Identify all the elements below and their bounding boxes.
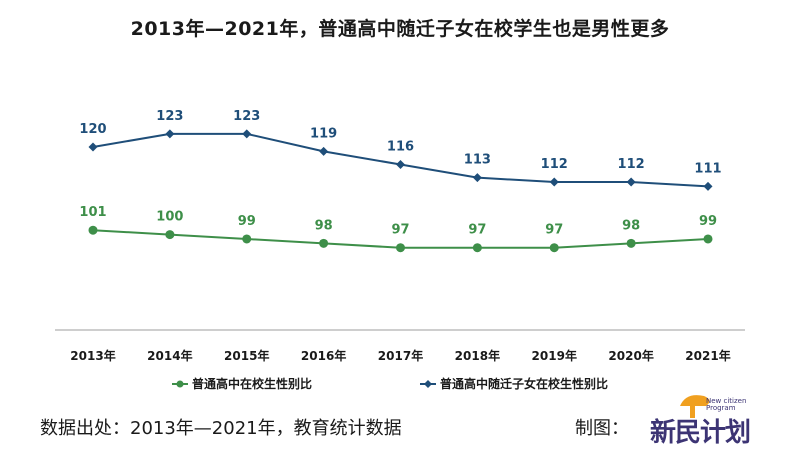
data-label: 123 bbox=[156, 109, 183, 124]
legend-item: 普通高中在校生性别比 bbox=[172, 376, 312, 391]
data-point bbox=[472, 173, 482, 183]
data-point bbox=[88, 225, 98, 235]
data-label: 111 bbox=[694, 161, 721, 176]
data-label: 119 bbox=[310, 126, 337, 141]
data-point bbox=[165, 230, 175, 240]
legend-marker bbox=[424, 380, 432, 388]
data-point bbox=[549, 177, 559, 187]
data-point bbox=[319, 146, 329, 156]
legend-label: 普通高中随迁子女在校生性别比 bbox=[440, 376, 608, 391]
x-tick-label: 2017年 bbox=[378, 348, 423, 363]
data-point bbox=[396, 243, 405, 253]
mushroom-icon bbox=[680, 395, 710, 418]
data-label: 116 bbox=[387, 140, 414, 155]
data-label: 97 bbox=[545, 223, 563, 238]
series-layer: 120 123 123 119 116 113 112 112 111 101 100 99 98 97 9… bbox=[79, 109, 722, 253]
data-label: 97 bbox=[468, 223, 486, 238]
data-point bbox=[626, 177, 636, 187]
x-tick-label: 2016年 bbox=[301, 348, 346, 363]
data-point bbox=[703, 181, 713, 191]
data-point bbox=[319, 238, 329, 248]
series-1: 120 123 123 119 116 113 112 112 111 bbox=[79, 109, 722, 191]
data-label: 112 bbox=[541, 157, 568, 172]
data-point bbox=[165, 129, 175, 139]
data-label: 101 bbox=[79, 205, 106, 220]
chart-title: 2013年—2021年，普通高中随迁子女在校学生也是男性更多 bbox=[130, 18, 670, 40]
x-tick-label: 2021年 bbox=[685, 348, 730, 363]
data-point bbox=[396, 160, 405, 170]
data-point bbox=[242, 129, 252, 139]
data-point bbox=[88, 142, 98, 152]
new-citizen-logo: New citizen Program 新民计划 bbox=[646, 392, 756, 448]
data-label: 120 bbox=[79, 122, 106, 137]
x-tick-label: 2013年 bbox=[70, 348, 115, 363]
x-tick-label: 2020年 bbox=[608, 348, 653, 363]
data-label: 98 bbox=[622, 218, 640, 233]
x-tick-label: 2018年 bbox=[455, 348, 500, 363]
series-2: 101 100 99 98 97 97 97 98 99 bbox=[79, 205, 717, 253]
x-tick-labels: 2013年 2014年 2015年 2016年 2017年 2018年 2019年 2020年… bbox=[70, 348, 730, 363]
data-label: 97 bbox=[391, 223, 409, 238]
data-label: 99 bbox=[238, 214, 256, 229]
data-label: 100 bbox=[156, 210, 183, 225]
legend: 普通高中在校生性别比 普通高中随迁子女在校生性别比 bbox=[172, 376, 608, 391]
data-label: 99 bbox=[699, 214, 717, 229]
x-tick-label: 2014年 bbox=[147, 348, 192, 363]
x-tick-label: 2015年 bbox=[224, 348, 269, 363]
data-source-note: 数据出处：2013年—2021年，教育统计数据 bbox=[40, 418, 402, 439]
data-label: 123 bbox=[233, 109, 260, 124]
data-label: 112 bbox=[618, 157, 645, 172]
logo-subtext: New citizen Program bbox=[706, 397, 747, 412]
data-point bbox=[472, 243, 482, 253]
made-by-label: 制图： bbox=[575, 418, 629, 439]
legend-item: 普通高中随迁子女在校生性别比 bbox=[420, 376, 608, 391]
x-tick-label: 2019年 bbox=[532, 348, 577, 363]
data-point bbox=[242, 234, 252, 244]
data-point bbox=[626, 238, 636, 248]
data-label: 113 bbox=[464, 153, 491, 168]
legend-marker bbox=[176, 380, 184, 388]
data-point bbox=[703, 234, 713, 244]
legend-label: 普通高中在校生性别比 bbox=[192, 376, 312, 391]
data-point bbox=[549, 243, 559, 253]
data-label: 98 bbox=[315, 218, 333, 233]
logo-text: 新民计划 bbox=[650, 418, 751, 448]
